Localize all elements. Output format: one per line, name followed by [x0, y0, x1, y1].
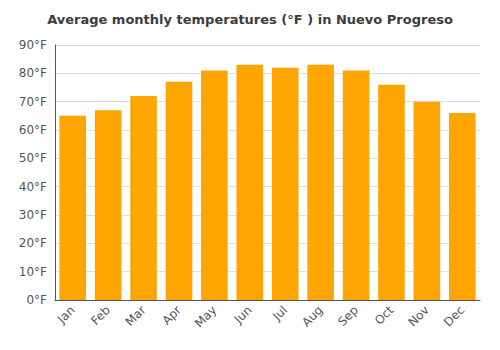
svg-text:Oct: Oct — [372, 303, 397, 328]
svg-text:Jul: Jul — [269, 303, 290, 324]
svg-text:50°F: 50°F — [19, 151, 47, 165]
svg-text:80°F: 80°F — [19, 66, 47, 80]
svg-text:May: May — [192, 303, 219, 330]
svg-text:90°F: 90°F — [19, 38, 47, 52]
svg-text:Mar: Mar — [123, 303, 149, 329]
svg-text:Apr: Apr — [159, 303, 184, 328]
svg-text:Nov: Nov — [405, 303, 431, 329]
svg-text:60°F: 60°F — [19, 123, 47, 137]
svg-text:Jun: Jun — [231, 303, 255, 327]
svg-text:30°F: 30°F — [19, 208, 47, 222]
svg-text:20°F: 20°F — [19, 236, 47, 250]
svg-text:Average monthly temperatures (: Average monthly temperatures (°F ) in Nu… — [47, 12, 453, 27]
svg-text:Sep: Sep — [335, 303, 361, 329]
svg-text:0°F: 0°F — [26, 293, 47, 307]
svg-text:Aug: Aug — [299, 303, 325, 329]
svg-text:40°F: 40°F — [19, 180, 47, 194]
svg-text:70°F: 70°F — [19, 95, 47, 109]
svg-text:Feb: Feb — [88, 303, 113, 328]
svg-text:Dec: Dec — [441, 303, 467, 329]
svg-text:Jan: Jan — [54, 303, 78, 327]
svg-text:10°F: 10°F — [19, 265, 47, 279]
